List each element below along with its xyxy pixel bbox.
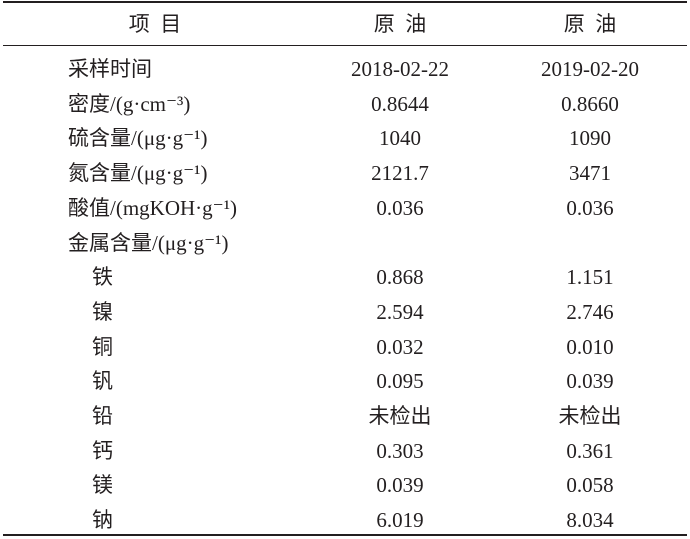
value-cell: 2018-02-22	[351, 57, 449, 81]
value-cell: 2121.7	[371, 161, 429, 186]
value-cell: 未检出	[368, 404, 432, 428]
row-label: 采样时间	[68, 57, 152, 81]
value-cell: 0.095	[376, 369, 424, 394]
value-cell: 0.032	[376, 334, 424, 359]
value-cell: 0.036	[566, 195, 614, 220]
row-label: 镍	[92, 299, 113, 324]
value-cell: 1090	[569, 126, 611, 151]
row-label: 铁	[92, 265, 113, 290]
header-cell: 原 油	[373, 12, 427, 36]
row-label: 氮含量/(μg·g⁻¹)	[68, 161, 208, 186]
row-label: 钠	[92, 508, 113, 533]
top-rule	[3, 1, 687, 3]
header-cell: 项 目	[128, 12, 182, 36]
row-label: 钙	[92, 438, 113, 463]
row-label: 硫含量/(μg·g⁻¹)	[68, 126, 208, 151]
value-cell: 0.303	[376, 438, 424, 463]
value-cell: 0.039	[376, 473, 424, 498]
value-cell: 0.361	[566, 438, 614, 463]
value-cell: 1040	[379, 126, 421, 151]
value-cell: 0.010	[566, 334, 614, 359]
value-cell: 2019-02-20	[541, 57, 639, 81]
row-label: 酸值/(mgKOH·g⁻¹)	[68, 195, 238, 220]
row-label: 钒	[92, 369, 113, 394]
header-cell: 原 油	[563, 12, 617, 36]
row-label: 金属含量/(μg·g⁻¹)	[68, 230, 229, 255]
value-cell: 3471	[569, 161, 611, 186]
row-label: 铜	[92, 334, 113, 359]
header-rule	[3, 45, 687, 46]
value-cell: 0.058	[566, 473, 614, 498]
value-cell: 6.019	[376, 508, 424, 533]
value-cell: 0.8660	[561, 91, 619, 116]
value-cell: 0.8644	[371, 91, 429, 116]
value-cell: 0.868	[376, 265, 424, 290]
row-label: 密度/(g·cm⁻³)	[68, 91, 191, 116]
value-cell: 0.039	[566, 369, 614, 394]
value-cell: 2.746	[566, 299, 614, 324]
value-cell: 8.034	[566, 508, 614, 533]
value-cell: 1.151	[566, 265, 614, 290]
bottom-rule	[3, 534, 687, 536]
value-cell: 未检出	[558, 404, 622, 428]
value-cell: 2.594	[376, 299, 424, 324]
row-label: 镁	[92, 473, 113, 498]
value-cell: 0.036	[376, 195, 424, 220]
row-label: 铅	[92, 404, 113, 428]
